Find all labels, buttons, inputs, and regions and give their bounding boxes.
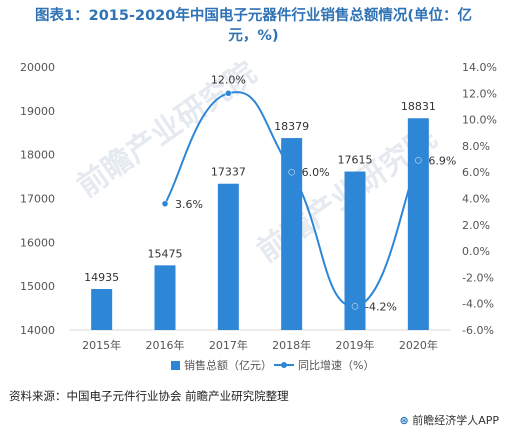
y-right-tick-label: -4.0% <box>462 298 494 311</box>
x-tick-label: 2018年 <box>272 338 311 352</box>
y-right-tick-label: 6.0% <box>462 166 490 179</box>
y-left-tick-label: 16000 <box>20 236 55 249</box>
y-right-tick-label: 0.0% <box>462 245 490 258</box>
growth-point <box>225 90 232 97</box>
y-left-tick-label: 17000 <box>20 193 55 206</box>
bar-value-label: 15475 <box>148 247 183 260</box>
bar <box>154 265 176 330</box>
x-tick-label: 2017年 <box>209 338 248 352</box>
growth-value-label: 3.6% <box>175 198 203 211</box>
y-right-tick-label: 8.0% <box>462 140 490 153</box>
y-right-tick-label: 4.0% <box>462 193 490 206</box>
y-left-tick-label: 14000 <box>20 324 55 337</box>
growth-value-label: 6.9% <box>428 154 456 167</box>
x-tick-label: 2015年 <box>82 338 121 352</box>
y-left-tick-label: 18000 <box>20 149 55 162</box>
x-tick-label: 2016年 <box>146 338 185 352</box>
y-right-tick-label: 10.0% <box>462 114 497 127</box>
y-right-tick-label: -2.0% <box>462 271 494 284</box>
bar <box>217 183 239 330</box>
y-left-tick-label: 15000 <box>20 280 55 293</box>
growth-value-label: -4.2% <box>365 300 397 313</box>
bar-value-label: 18831 <box>401 100 436 113</box>
bar <box>344 171 366 330</box>
legend-bar-label: 销售总额（亿元） <box>184 358 272 372</box>
growth-value-label: 12.0% <box>211 73 246 86</box>
chart-title: 图表1：2015-2020年中国电子元器件行业销售总额情况(单位：亿 元，%) <box>0 6 507 46</box>
bar-value-label: 14935 <box>84 271 119 284</box>
y-left-tick-label: 20000 <box>20 61 55 74</box>
chart-title-line1: 图表1：2015-2020年中国电子元器件行业销售总额情况(单位：亿 <box>35 8 472 24</box>
bar-value-label: 17337 <box>211 166 246 179</box>
y-left-tick-label: 19000 <box>20 105 55 118</box>
chart-title-line2: 元，%) <box>228 28 279 44</box>
brand-text: 前瞻经济学人APP <box>412 414 499 427</box>
brand-logo-icon: ⊛ <box>399 414 409 427</box>
bar-value-label: 18379 <box>274 120 309 133</box>
brand-footer: ⊛ 前瞻经济学人APP <box>399 412 499 428</box>
legend-bar-swatch <box>171 361 180 370</box>
growth-line <box>164 91 420 308</box>
legend-line-marker <box>281 362 287 368</box>
bar <box>281 138 303 330</box>
y-right-tick-label: 12.0% <box>462 87 497 100</box>
growth-point <box>415 157 422 164</box>
x-tick-label: 2020年 <box>399 338 438 352</box>
growth-point <box>161 200 169 208</box>
bar <box>91 289 113 330</box>
y-right-tick-label: 14.0% <box>462 61 497 74</box>
y-right-tick-label: 2.0% <box>462 219 490 232</box>
growth-value-label: 6.0% <box>302 166 330 179</box>
growth-point <box>288 168 295 176</box>
y-right-tick-label: -6.0% <box>462 324 494 337</box>
x-tick-label: 2019年 <box>336 338 375 352</box>
bar-value-label: 17615 <box>338 154 373 167</box>
bar <box>407 118 429 330</box>
growth-point <box>351 303 359 310</box>
source-note: 资料来源：中国电子元件行业协会 前瞻产业研究院整理 <box>9 389 289 403</box>
legend-line-label: 同比增速（%） <box>298 358 374 372</box>
